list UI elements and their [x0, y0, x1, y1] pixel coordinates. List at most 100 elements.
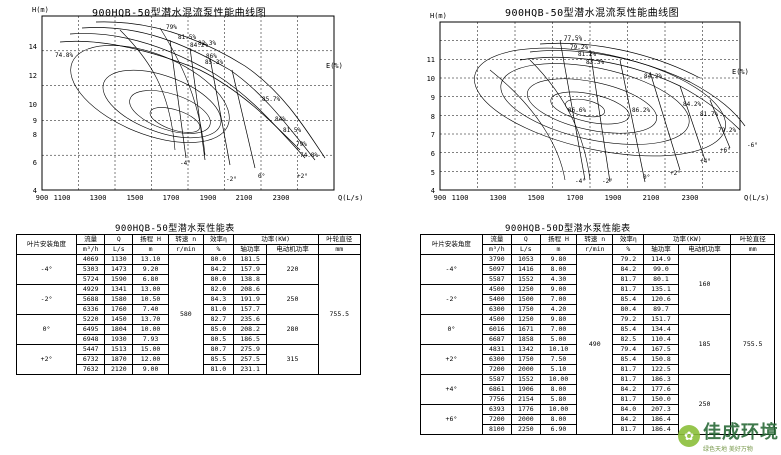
efficiency-contour [565, 98, 605, 118]
shaft-power-cell: 99.0 [643, 264, 679, 275]
head-cell: 13.00 [132, 284, 169, 295]
flow-m3h-cell: 5587 [481, 374, 512, 385]
efficiency-axis-label: E(%) [326, 62, 343, 70]
head-curve [519, 56, 741, 131]
efficiency-label: 74.8% [55, 52, 73, 59]
efficiency-label: 85.7% [262, 96, 280, 103]
efficiency-cell: 80.4 [612, 304, 645, 315]
x-tick-label: 900 [36, 194, 49, 202]
head-curve [709, 99, 731, 149]
efficiency-label: 81.5% [283, 127, 301, 134]
head-cell: 9.00 [132, 364, 169, 375]
table-row: 6016 1671 7.00 85.4 134.4 [421, 324, 775, 335]
shaft-power-cell: 150.0 [643, 394, 679, 405]
header-power: 功率(KW) [232, 234, 319, 245]
flow-ls-cell: 1671 [510, 324, 541, 335]
efficiency-contour [474, 47, 726, 157]
leaf-icon: ✿ [678, 424, 700, 447]
head-cell: 7.50 [539, 354, 578, 365]
x-tick-label: 1700 [163, 194, 180, 202]
y-tick-label: 4 [431, 187, 435, 195]
table-row: -4° 4069 1130 13.10 580 80.0 181.5 220 755.5 [15, 254, 362, 375]
efficiency-cell: 80.7 [202, 344, 234, 355]
unit-cell: m³/h [481, 244, 512, 255]
blade-angle-label: -6° [747, 142, 758, 149]
head-curve [189, 47, 206, 161]
left-chart-title: 900HQB-50型潜水混流泵性能曲线图 [92, 8, 267, 19]
efficiency-curve [159, 27, 206, 156]
x-tick-label: 1100 [452, 194, 469, 202]
speed-cell: 580 [167, 254, 204, 375]
head-curve [209, 57, 231, 166]
table-row: +6° 6393 1776 10.00 84.0 207.3 [420, 404, 775, 435]
efficiency-cell: 81.7 [612, 274, 645, 285]
efficiency-cell: 84.3 [202, 294, 234, 305]
head-curve [529, 50, 746, 127]
flow-ls-cell: 2000 [510, 364, 541, 375]
efficiency-cell: 85.4 [612, 294, 645, 305]
head-cell: 10.00 [132, 324, 169, 335]
efficiency-cell: 85.0 [202, 324, 234, 335]
efficiency-label: 84.2% [683, 101, 701, 108]
blade-angle-label: +6° [720, 147, 731, 154]
flow-ls-cell: 1760 [104, 304, 134, 315]
efficiency-cell: 81.0 [202, 364, 234, 375]
head-cell: 5.10 [539, 364, 578, 375]
efficiency-cell: 80.0 [202, 254, 234, 265]
head-curve [95, 21, 326, 159]
shaft-power-cell: 134.4 [643, 324, 679, 335]
head-curve [169, 39, 187, 159]
y-tick-label: 10 [29, 101, 37, 109]
x-tick-label: 1500 [528, 194, 545, 202]
head-cell: 4.30 [539, 274, 578, 285]
efficiency-label: 86.6% [568, 107, 586, 114]
flow-ls-cell: 1250 [510, 284, 541, 295]
shaft-power-cell: 191.9 [232, 294, 268, 305]
table-row: -4° 3790 1053 9.80 490 79.2 114.9 160 755.5 [420, 254, 775, 435]
shaft-power-cell: 177.6 [643, 384, 679, 395]
flow-m3h-cell: 7200 [481, 364, 512, 375]
right-performance-table: 叶片安装角度 流量 Q 扬程 H 转速 n 效率η 功率(KW) 叶轮直径 m³/h L/s m r/… [420, 234, 775, 435]
efficiency-curve [119, 29, 176, 151]
header-shaft-power: 轴功率 [643, 244, 679, 255]
efficiency-cell: 79.4 [612, 344, 645, 355]
speed-cell: 490 [576, 254, 614, 435]
efficiency-label: 85.3% [205, 59, 223, 66]
x-axis-label: Q(L/s) [338, 194, 363, 202]
x-tick-label: 1300 [90, 194, 107, 202]
efficiency-cell: 81.7 [612, 364, 645, 375]
unit-cell: r/min [167, 244, 204, 255]
motor-power-cell: 185 [677, 314, 732, 375]
head-cell: 7.00 [539, 324, 578, 335]
flow-ls-cell: 1513 [104, 344, 134, 355]
head-cell: 5.80 [539, 394, 578, 405]
shaft-power-cell: 257.5 [232, 354, 268, 365]
x-tick-label: 1900 [200, 194, 217, 202]
efficiency-label: 77.5% [564, 35, 582, 42]
efficiency-label: 84.2% [190, 42, 208, 49]
x-tick-label: 1300 [490, 194, 507, 202]
head-cell: 10.10 [539, 344, 578, 355]
head-cell: 8.00 [539, 264, 578, 275]
efficiency-label: 79% [166, 24, 177, 31]
y-axis-label: H(m) [430, 12, 447, 20]
blade-angle-cell: -2° [15, 284, 78, 315]
head-cell: 9.80 [539, 254, 578, 265]
head-curve [649, 71, 681, 171]
efficiency-label: 79.2% [570, 44, 588, 51]
unit-cell: m [539, 244, 578, 255]
y-tick-label: 10 [427, 75, 435, 83]
header-blade-angle: 叶片安装角度 [15, 234, 78, 255]
flow-ls-cell: 1250 [510, 314, 541, 325]
table-row: 5688 1580 10.50 84.3 191.9 [17, 294, 361, 305]
flow-ls-cell: 2250 [510, 424, 541, 435]
header-flow-q: Q [104, 234, 134, 245]
shaft-power-cell: 186.4 [643, 424, 679, 435]
efficiency-cell: 79.2 [612, 314, 645, 325]
table-row: -2° 4500 1250 9.00 81.7 135.1 [420, 284, 775, 315]
header-shaft-power: 轴功率 [232, 244, 268, 255]
table-row: +2° 4831 1342 10.10 79.4 167.5 [420, 344, 775, 375]
efficiency-cell: 80.0 [202, 274, 234, 285]
flow-m3h-cell: 4500 [481, 314, 512, 325]
flow-m3h-cell: 5447 [76, 344, 106, 355]
